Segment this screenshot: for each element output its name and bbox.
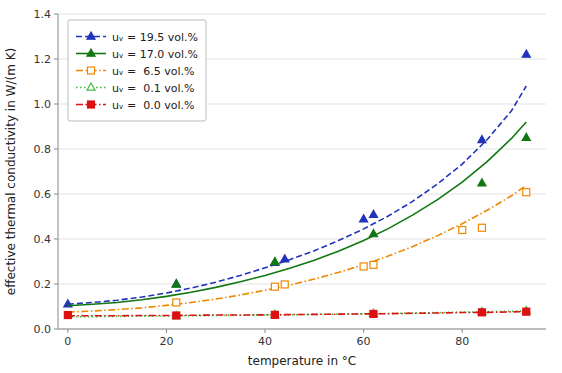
legend-marker: [87, 32, 95, 39]
legend-marker: [88, 101, 95, 108]
legend: uᵥ = 19.5 vol.% uᵥ = 17.0 vol.% uᵥ = 6.5 v…: [68, 20, 206, 121]
plot-area: [64, 50, 531, 319]
x-tick-label: 20: [159, 335, 173, 348]
y-tick-label: 0.4: [34, 233, 52, 246]
y-tick-label: 0.0: [34, 323, 52, 336]
data-point: [370, 310, 377, 317]
data-point: [523, 189, 530, 196]
y-tick: [54, 194, 58, 195]
data-point: [271, 310, 279, 317]
x-tick-label: 40: [258, 335, 272, 348]
y-tick-label: 1.4: [34, 8, 52, 21]
grid-line: [58, 194, 546, 195]
grid-line: [58, 149, 546, 150]
legend-label: uᵥ = 0.1 vol.%: [112, 82, 195, 95]
data-point: [281, 281, 288, 288]
data-point: [271, 311, 278, 318]
curve: [68, 122, 526, 306]
data-point: [522, 133, 530, 140]
y-tick: [54, 329, 58, 330]
legend-label: uᵥ = 17.0 vol.%: [112, 48, 198, 61]
data-point: [172, 280, 180, 287]
data-point: [478, 224, 485, 231]
data-point: [522, 50, 530, 57]
y-tick-label: 1.0: [34, 98, 52, 111]
data-point: [360, 263, 367, 270]
data-point: [369, 210, 377, 217]
legend-label: uᵥ = 6.5 vol.%: [112, 65, 195, 78]
data-point: [369, 230, 377, 237]
y-axis-line: [58, 14, 59, 329]
data-point: [478, 309, 485, 316]
x-tick: [67, 329, 68, 333]
chart: 0.0 0.2 0.4 0.6 0.8 1.0 1.2 1.4 0 20 40 60 80 tempera…: [0, 0, 562, 373]
y-tick-label: 1.2: [34, 53, 52, 66]
y-tick: [54, 59, 58, 60]
axes: 0.0 0.2 0.4 0.6 0.8 1.0 1.2 1.4 0 20 40 60 80: [34, 8, 547, 348]
data-point: [478, 179, 486, 186]
curve: [68, 312, 526, 316]
legend-label: uᵥ = 0.0 vol.%: [112, 99, 195, 112]
x-tick-label: 0: [64, 335, 71, 348]
y-axis-label: effective thermal conductivity in W/(m K…: [4, 48, 18, 295]
data-point: [281, 255, 289, 262]
legend-marker: [88, 67, 95, 74]
x-axis-label: temperature in °C: [248, 354, 356, 368]
curve: [68, 185, 526, 312]
x-tick-label: 80: [455, 335, 469, 348]
x-tick: [363, 329, 364, 333]
data-point: [64, 312, 71, 319]
y-tick-label: 0.2: [34, 278, 52, 291]
grid-line: [58, 14, 546, 15]
data-point: [459, 227, 466, 234]
curve: [68, 311, 526, 317]
grid: [58, 14, 546, 329]
data-point: [370, 261, 377, 268]
x-tick-label: 60: [357, 335, 371, 348]
data-point: [172, 311, 180, 318]
grid-line: [58, 284, 546, 285]
legend-marker: [87, 83, 95, 90]
y-tick: [54, 284, 58, 285]
data-point: [271, 283, 278, 290]
y-tick: [54, 104, 58, 105]
data-point: [172, 280, 180, 287]
y-tick: [54, 149, 58, 150]
y-tick: [54, 14, 58, 15]
y-tick: [54, 239, 58, 240]
data-point: [523, 308, 530, 315]
data-point: [173, 312, 180, 319]
data-point: [271, 258, 279, 265]
x-tick: [166, 329, 167, 333]
y-tick-label: 0.6: [34, 188, 52, 201]
grid-line: [58, 329, 546, 330]
legend-box: [68, 20, 206, 121]
x-tick: [462, 329, 463, 333]
y-tick-label: 0.8: [34, 143, 52, 156]
data-point: [173, 299, 180, 306]
data-point: [478, 136, 486, 143]
data-point: [271, 257, 279, 264]
grid-line: [58, 239, 546, 240]
legend-marker: [87, 49, 95, 56]
x-axis-line: [58, 329, 546, 330]
x-tick: [265, 329, 266, 333]
data-point: [360, 215, 368, 222]
legend-label: uᵥ = 19.5 vol.%: [112, 31, 198, 44]
